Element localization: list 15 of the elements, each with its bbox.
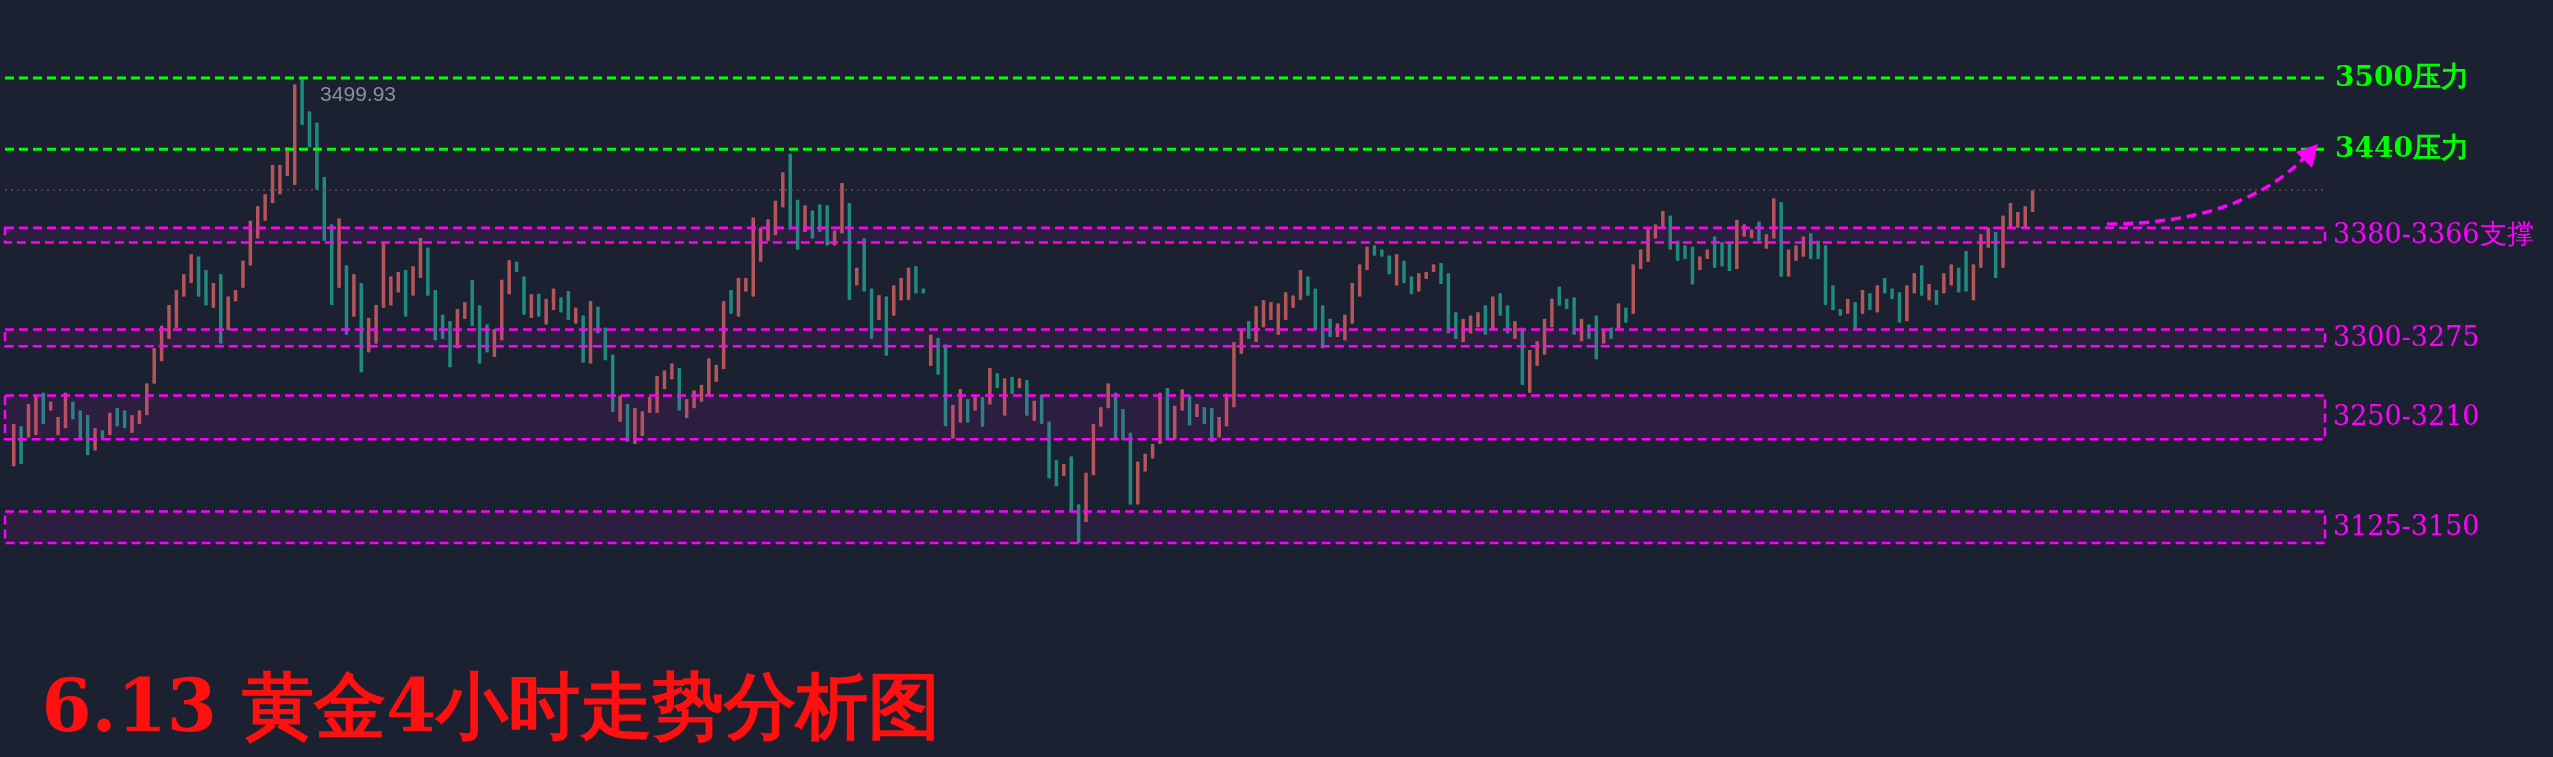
band-label: 3380-3366支撑 xyxy=(2333,218,2534,250)
text: 6.13 黄金4小时走势分析图 xyxy=(41,663,941,749)
candlestick xyxy=(729,289,733,315)
band-label: 3125-3150 xyxy=(2333,510,2480,542)
annotation: 3499.93 xyxy=(320,82,397,105)
candlestick xyxy=(766,218,770,242)
ref-line-label: 3440压力 xyxy=(2335,131,2469,165)
ref-line-label: 3500压力 xyxy=(2335,60,2469,93)
candlestick xyxy=(182,273,186,298)
candlestick xyxy=(2023,205,2027,229)
band-label: 3300-3275 xyxy=(2333,320,2480,352)
candlestick xyxy=(1439,263,1443,284)
band-label: 3250-3210 xyxy=(2333,400,2480,432)
candlestick xyxy=(1099,406,1103,428)
candlestick xyxy=(1498,292,1502,317)
